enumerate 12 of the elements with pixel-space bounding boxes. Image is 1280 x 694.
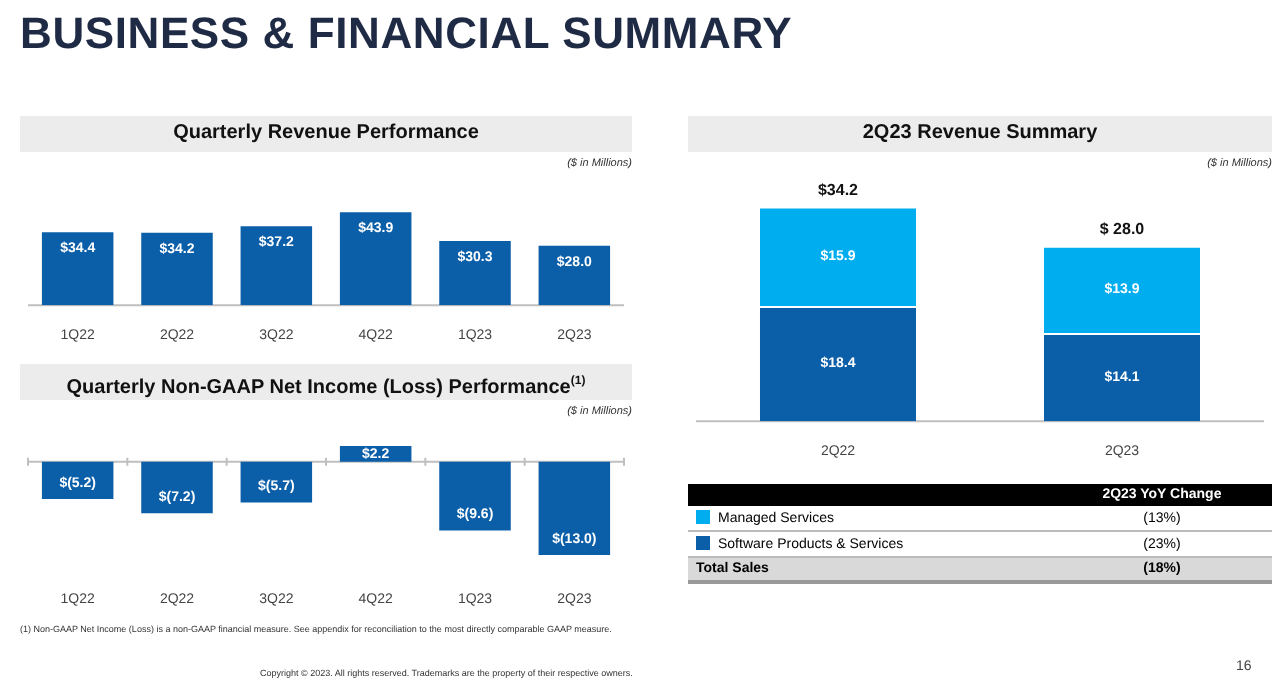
- bar: [538, 245, 611, 306]
- bar: [141, 232, 213, 306]
- total-label: $34.2: [817, 180, 860, 199]
- bar: [41, 232, 114, 306]
- bar: [439, 240, 511, 306]
- chart-title: 2Q23 Revenue Summary: [688, 116, 1272, 152]
- bar: [240, 226, 313, 306]
- bar: [339, 212, 412, 306]
- chart-title: Quarterly Revenue Performance: [20, 116, 632, 152]
- chart-title: Quarterly Non-GAAP Net Income (Loss) Performance$^{(1)}$: [20, 364, 632, 400]
- text: BUSINESS & FINANCIAL SUMMARY: [20, 8, 793, 60]
- total-label: $ 28.0: [1099, 220, 1146, 239]
